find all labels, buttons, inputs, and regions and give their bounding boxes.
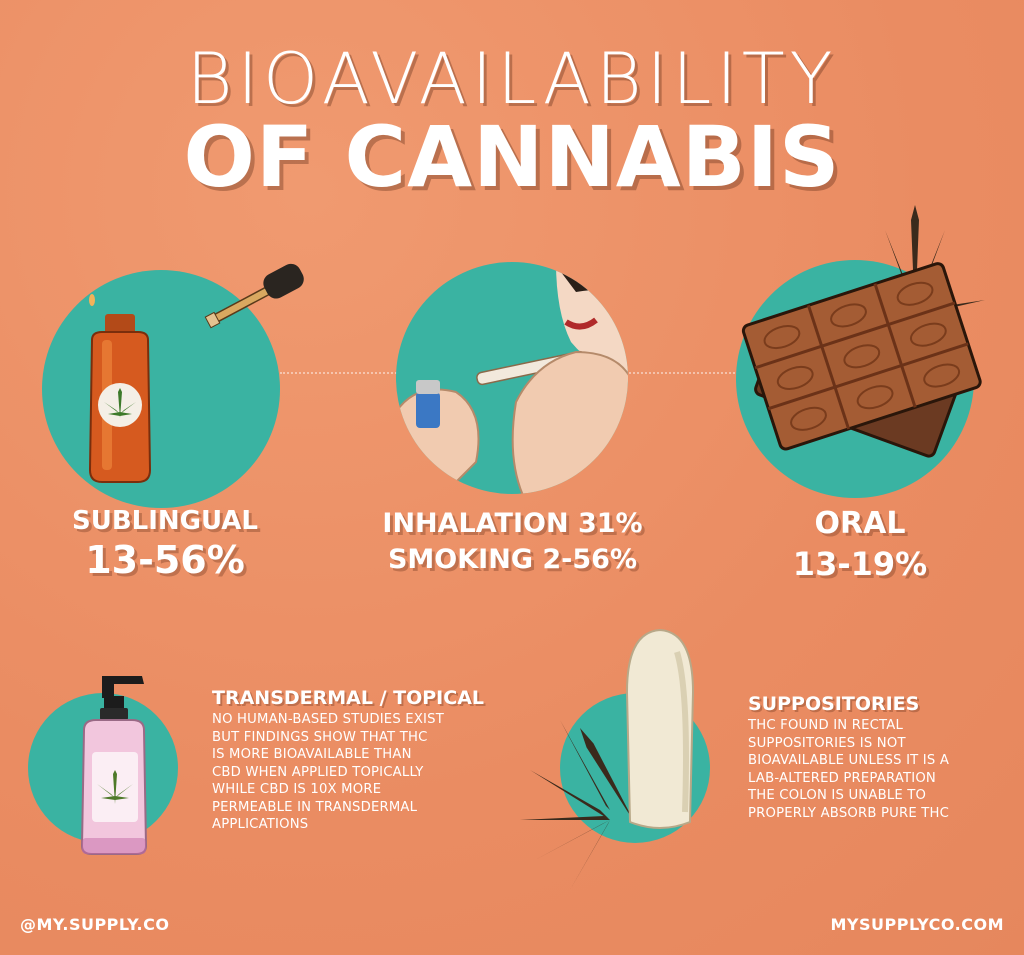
suppositories-body: THC FOUND IN RECTAL SUPPOSITORIES IS NOT… <box>748 717 949 822</box>
transdermal-line: NO HUMAN-BASED STUDIES EXIST <box>212 712 444 727</box>
cannabis-leaf-icon <box>520 720 635 890</box>
transdermal-title: TRANSDERMAL / TOPICAL <box>212 687 485 709</box>
smoking-value: SMOKING 2-56% <box>387 544 637 575</box>
transdermal-body: NO HUMAN-BASED STUDIES EXIST BUT FINDING… <box>212 711 444 834</box>
oral-name: ORAL <box>814 506 906 541</box>
suppositories-line: BIOAVAILABLE UNLESS IT IS A <box>748 753 950 768</box>
dropper-bottle-icon <box>88 263 304 483</box>
inhalation-label: INHALATION 31% SMOKING 2-56% <box>345 506 680 578</box>
transdermal-line: PERMEABLE IN TRANSDERMAL <box>212 799 418 815</box>
suppositories-line: THC FOUND IN RECTAL <box>748 718 904 733</box>
transdermal-line: CBD WHEN APPLIED TOPICALLY <box>212 764 424 780</box>
title-line-2: OF CANNABIS <box>183 108 841 206</box>
sublingual-value: 13-56% <box>85 538 245 582</box>
connector-line-left <box>280 372 400 374</box>
suppositories-line: PROPERLY ABSORB PURE THC <box>748 805 950 821</box>
suppositories-line: THE COLON IS UNABLE TO <box>748 788 927 803</box>
oral-label: ORAL 13-19% <box>740 506 980 587</box>
transdermal-line: IS MORE BIOAVAILABLE THAN <box>212 747 412 762</box>
title-line-1: BIOAVAILABILITY <box>186 38 838 120</box>
footer-handle[interactable]: @MY.SUPPLY.CO <box>20 915 170 934</box>
sublingual-name: SUBLINGUAL <box>72 506 258 536</box>
suppositories-line: SUPPOSITORIES IS NOT <box>748 735 906 751</box>
footer-website[interactable]: MYSUPPLYCO.COM <box>830 915 1004 934</box>
sublingual-label: SUBLINGUAL 13-56% <box>35 506 295 584</box>
chocolate-bar-icon <box>741 205 985 458</box>
inhalation-name: INHALATION 31% <box>382 508 643 539</box>
transdermal-line: WHILE CBD IS 10X MORE <box>212 782 382 797</box>
suppositories-title: SUPPOSITORIES <box>748 693 920 715</box>
transdermal-line: BUT FINDINGS SHOW THAT THC <box>212 729 428 745</box>
oral-value: 13-19% <box>792 545 928 583</box>
suppository-icon <box>625 628 695 829</box>
lotion-pump-bottle-icon <box>80 676 148 855</box>
smoking-joint-icon <box>396 262 628 494</box>
connector-line-right <box>625 372 735 374</box>
transdermal-line: APPLICATIONS <box>212 817 309 832</box>
suppositories-line: LAB-ALTERED PREPARATION <box>748 770 936 786</box>
